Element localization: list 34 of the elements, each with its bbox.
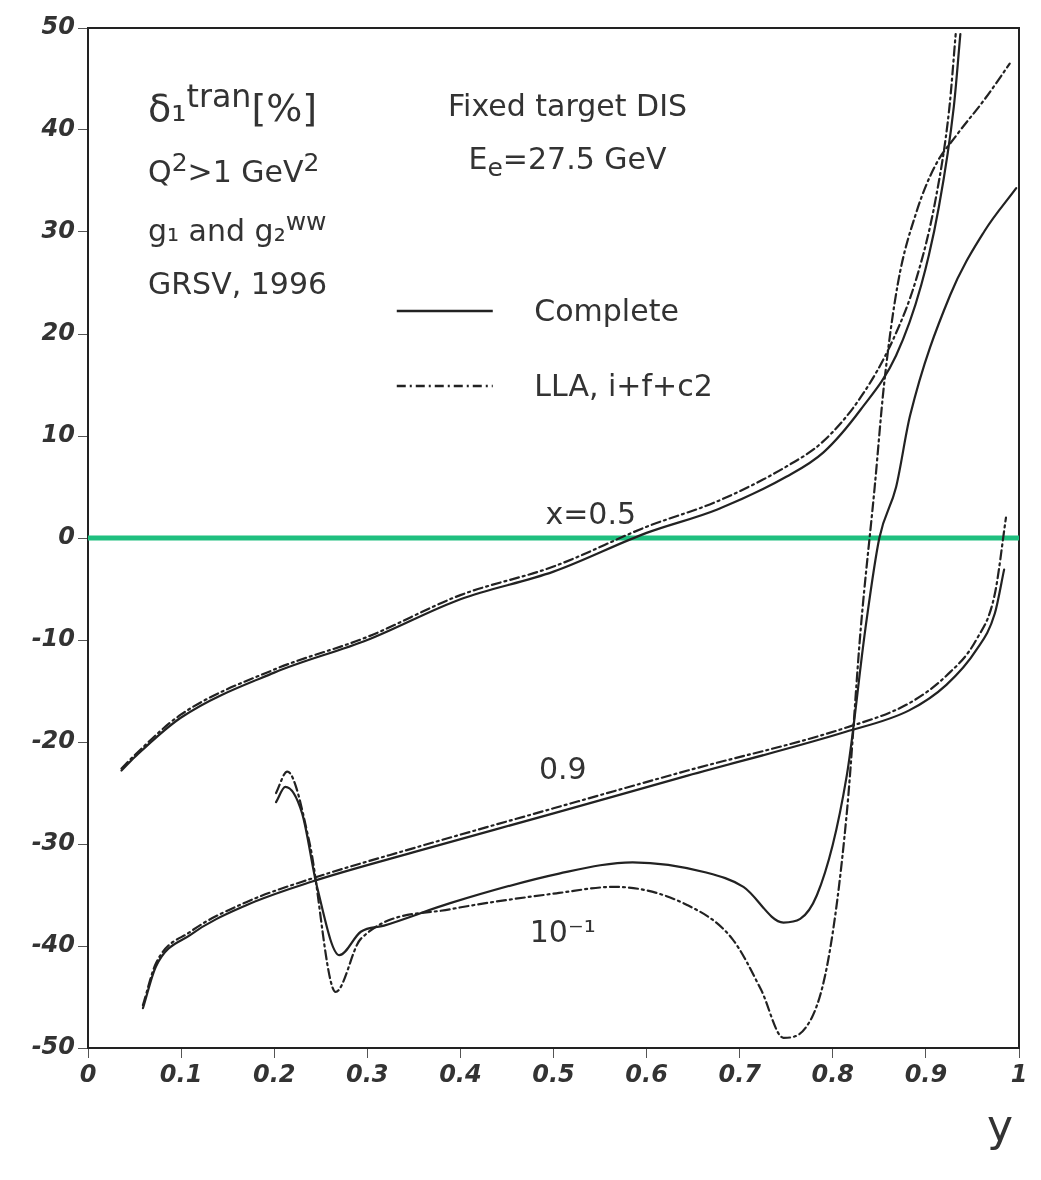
x-tick-label: 0.9 [904, 1059, 948, 1088]
y-tick-label: -20 [31, 726, 75, 755]
annotation: E$_{e}$=27.5 GeV [467, 141, 668, 182]
annotation: Fixed target DIS [448, 88, 688, 123]
x-tick-label: 0.3 [346, 1059, 389, 1088]
y-tick-label: 40 [40, 114, 75, 143]
x-tick-label: 0.4 [439, 1059, 482, 1088]
y-tick-label: 30 [41, 216, 75, 245]
x-tick-label: 0 [79, 1059, 97, 1088]
y-tick-label: 0 [58, 522, 75, 551]
y-tick-label: 50 [41, 12, 75, 41]
y-axis-title: δ₁$^{tran}$[%] [148, 78, 319, 130]
x-tick-label: 0.6 [625, 1059, 668, 1088]
x-axis-title: y [986, 1100, 1013, 1151]
y-tick-label: 10 [41, 420, 75, 449]
x-tick-label: 0.5 [532, 1059, 575, 1088]
y-tick-label: -40 [31, 930, 75, 959]
legend-label: Complete [534, 293, 679, 329]
annotation: GRSV, 1996 [148, 265, 328, 301]
y-tick-label: -30 [31, 828, 75, 857]
x-tick-label: 0.7 [718, 1059, 762, 1088]
y-tick-label: 20 [41, 318, 75, 347]
x-tick-label: 1 [1010, 1059, 1028, 1088]
annotation: x=0.5 [545, 495, 637, 530]
annotation: 0.9 [538, 750, 587, 785]
legend-label: LLA, i+f+c2 [534, 368, 713, 404]
y-tick-label: -50 [31, 1032, 75, 1061]
x-tick-label: 0.1 [159, 1059, 203, 1088]
y-tick-label: -10 [31, 624, 75, 653]
x-tick-label: 0.2 [252, 1059, 296, 1088]
annotation: 10⁻¹ [529, 913, 596, 949]
annotation: g₁ and g₂$^{ww}$ [148, 206, 328, 248]
x-tick-label: 0.8 [811, 1059, 855, 1088]
annotation: Q$^{2}$>1 GeV$^{2}$ [148, 147, 321, 189]
